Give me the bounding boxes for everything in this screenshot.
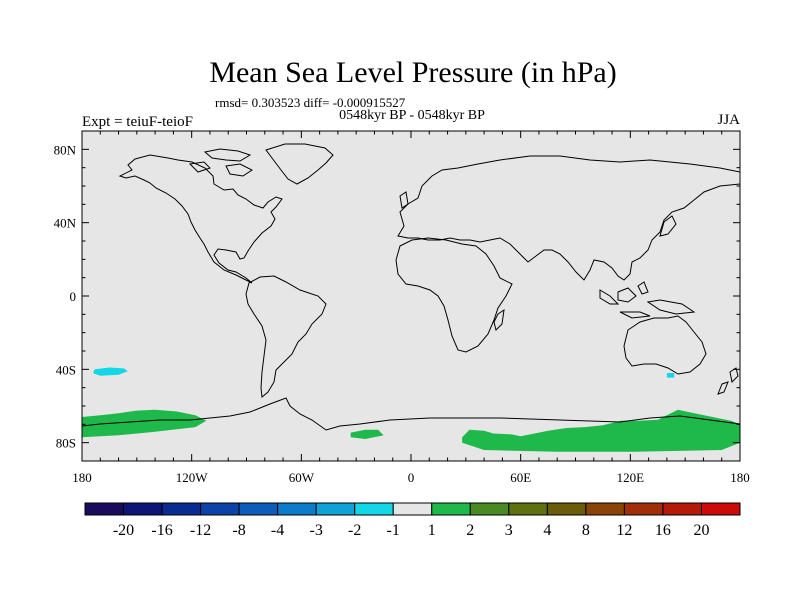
colorbar-label: -20 (113, 522, 134, 539)
colorbar-label: -4 (271, 522, 284, 539)
colorbar-swatch (239, 503, 278, 515)
y-tick-label: 80N (54, 142, 77, 157)
colorbar-label: -2 (348, 522, 361, 539)
colorbar-swatch (624, 503, 663, 515)
colorbar-swatch (355, 503, 394, 515)
colorbar-swatch (278, 503, 317, 515)
colorbar-swatch (509, 503, 548, 515)
colorbar-swatch (393, 503, 432, 515)
colorbar-swatch (201, 503, 240, 515)
colorbar-label: -8 (232, 522, 245, 539)
x-tick-label: 180 (730, 470, 750, 485)
colorbar-swatch (663, 503, 702, 515)
experiment-label: Expt = teiuF-teioF (82, 114, 193, 130)
colorbar-label: 4 (543, 522, 551, 539)
colorbar-label: -1 (387, 522, 400, 539)
colorbar-swatch (162, 503, 201, 515)
region-australia-south-negative (667, 373, 674, 378)
x-tick-label: 0 (408, 470, 415, 485)
colorbar-swatch (586, 503, 625, 515)
x-tick-label: 120W (176, 470, 209, 485)
colorbar-swatch (85, 503, 124, 515)
colorbar-swatch (432, 503, 471, 515)
chart-figure: Mean Sea Level Pressure (in hPa) rmsd= 0… (0, 0, 800, 600)
x-tick-label: 120E (617, 470, 645, 485)
colorbar-swatch (124, 503, 163, 515)
colorbar-label: -16 (151, 522, 172, 539)
colorbar-label: 8 (582, 522, 590, 539)
colorbar-swatch (316, 503, 355, 515)
colorbar-label: 1 (428, 522, 436, 539)
y-tick-label: 0 (70, 289, 77, 304)
y-tick-label: 40S (56, 362, 76, 377)
x-tick-label: 60W (289, 470, 315, 485)
colorbar-swatch (701, 503, 740, 515)
colorbar-swatch (547, 503, 586, 515)
colorbar-label: 12 (616, 522, 632, 539)
colorbar-label: 2 (466, 522, 474, 539)
colorbar-label: -3 (310, 522, 323, 539)
x-tick-label: 60E (510, 470, 531, 485)
colorbar: -20-16-12-8-4-3-2-112348121620 (85, 503, 740, 539)
y-tick-label: 40N (54, 216, 77, 231)
chart-title: Mean Sea Level Pressure (in hPa) (209, 56, 616, 89)
map-background (82, 131, 740, 461)
season-label: JJA (717, 112, 740, 128)
chart-subtitle: 0548kyr BP - 0548kyr BP (339, 108, 485, 123)
colorbar-label: 3 (505, 522, 513, 539)
colorbar-label: 16 (655, 522, 671, 539)
x-tick-label: 180 (72, 470, 92, 485)
colorbar-swatch (470, 503, 509, 515)
colorbar-label: 20 (694, 522, 710, 539)
colorbar-label: -12 (190, 522, 211, 539)
y-tick-label: 80S (56, 436, 76, 451)
